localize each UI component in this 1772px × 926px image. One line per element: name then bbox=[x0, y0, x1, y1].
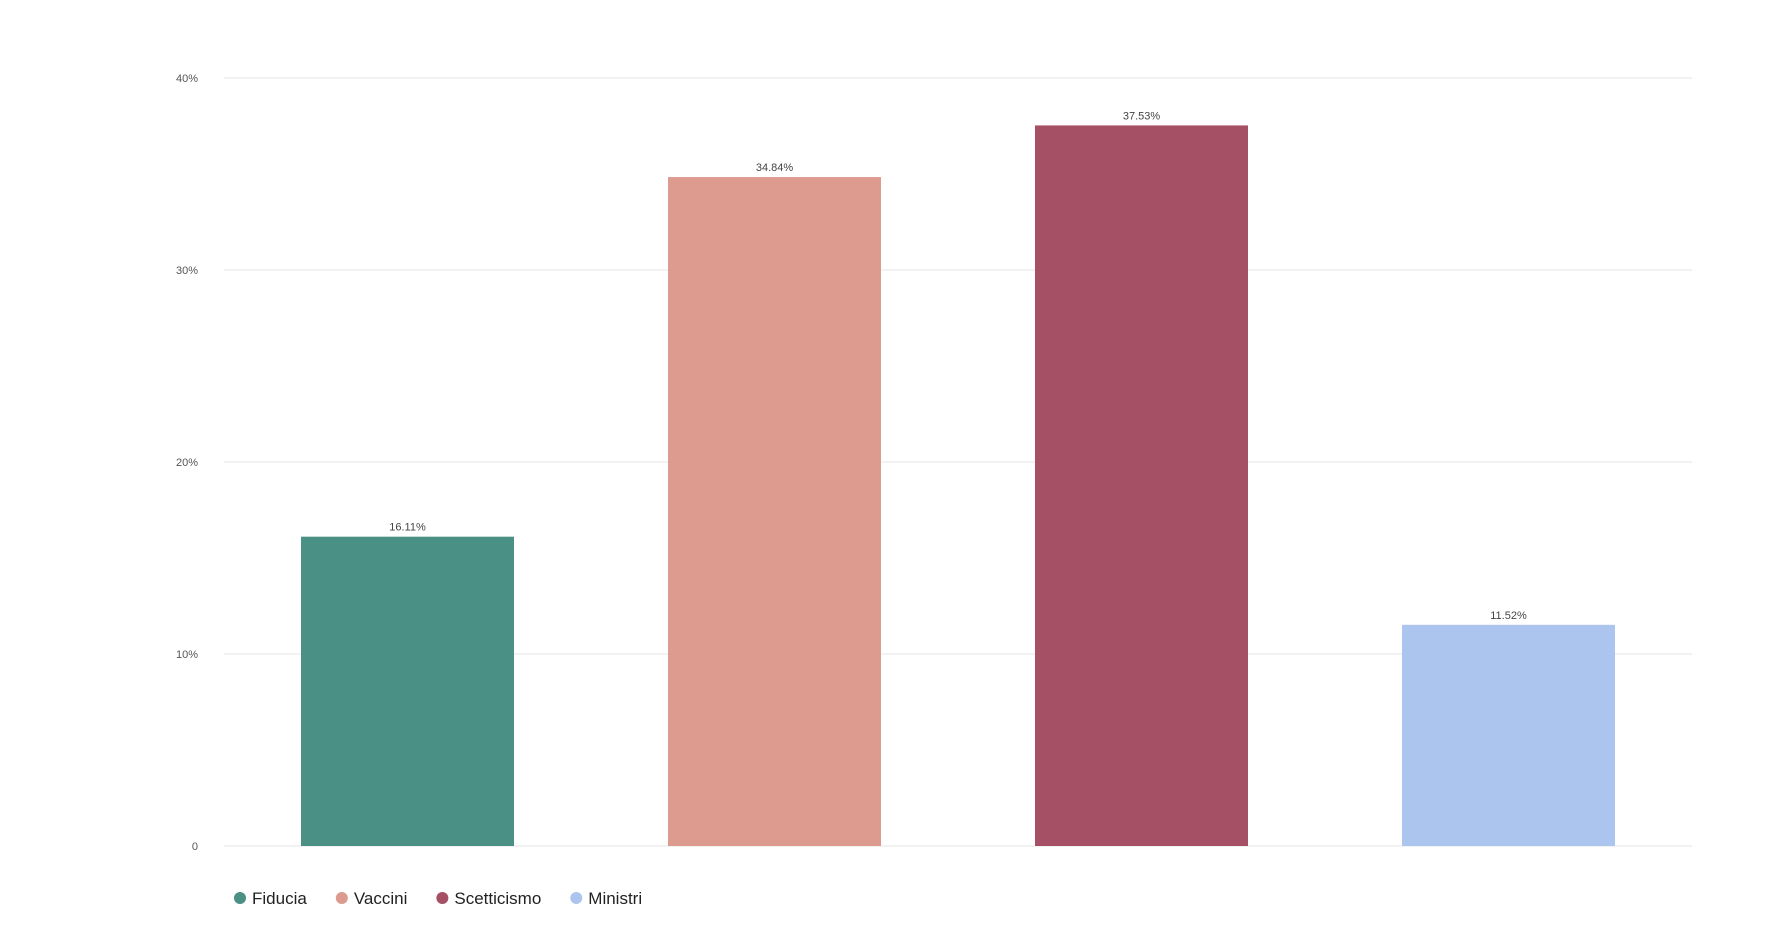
legend-item-fiducia[interactable]: Fiducia bbox=[234, 889, 307, 908]
data-label-scetticismo: 37.53% bbox=[1123, 110, 1161, 122]
data-labels: 16.11% 34.84% 37.53% 11.52% bbox=[389, 110, 1527, 621]
legend-label: Vaccini bbox=[354, 889, 408, 908]
legend-swatch bbox=[570, 892, 583, 904]
y-tick-label: 40% bbox=[176, 73, 198, 85]
legend-swatch bbox=[436, 892, 449, 904]
legend-label: Scetticismo bbox=[454, 889, 541, 908]
y-tick-label: 0 bbox=[192, 841, 198, 853]
legend-swatch bbox=[234, 892, 246, 904]
y-tick-label: 10% bbox=[176, 649, 198, 661]
data-label-ministri: 11.52% bbox=[1490, 610, 1527, 622]
legend-swatch bbox=[335, 892, 348, 904]
legend: Fiducia Vaccini Scetticismo Ministri bbox=[234, 889, 642, 908]
bars bbox=[301, 125, 1615, 846]
legend-item-scetticismo[interactable]: Scetticismo bbox=[436, 889, 541, 908]
legend-label: Fiducia bbox=[252, 889, 307, 908]
y-tick-label: 30% bbox=[176, 265, 198, 277]
y-tick-label: 20% bbox=[176, 457, 198, 469]
data-label-fiducia: 16.11% bbox=[389, 522, 426, 534]
bar-scetticismo bbox=[1035, 125, 1248, 846]
legend-item-ministri[interactable]: Ministri bbox=[570, 889, 642, 908]
bar-vaccini bbox=[668, 177, 881, 846]
data-label-vaccini: 34.84% bbox=[756, 162, 794, 174]
bar-fiducia bbox=[301, 536, 514, 846]
legend-label: Ministri bbox=[588, 889, 642, 908]
legend-item-vaccini[interactable]: Vaccini bbox=[335, 889, 408, 908]
bar-ministri bbox=[1402, 624, 1615, 846]
y-axis-ticks: 0 10% 20% 30% 40% bbox=[176, 73, 198, 853]
